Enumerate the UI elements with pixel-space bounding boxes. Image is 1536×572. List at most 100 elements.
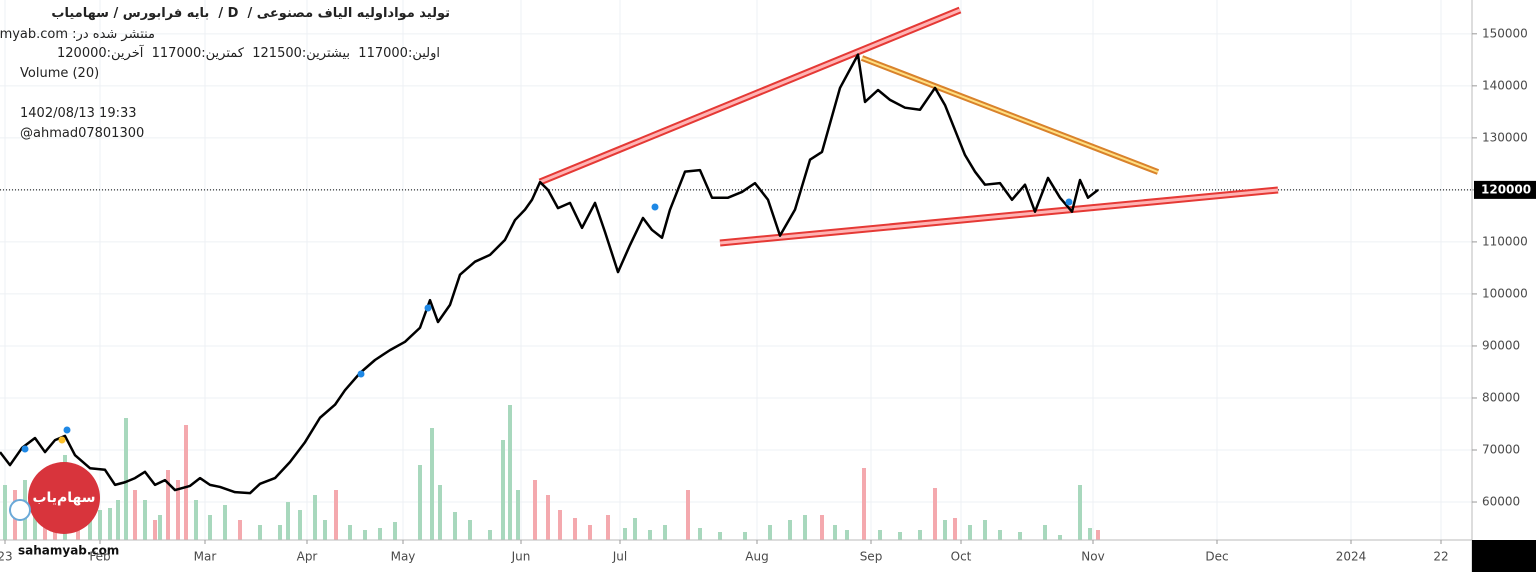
trendline xyxy=(538,6,1279,247)
y-tick-label: 110000 xyxy=(1482,234,1528,248)
volume-bar xyxy=(788,520,792,540)
volume-bar xyxy=(153,520,157,540)
volume-bar xyxy=(1078,485,1082,540)
x-tick-label: Oct xyxy=(951,550,972,564)
volume-bar xyxy=(943,520,947,540)
volume-bar xyxy=(430,428,434,540)
volume-bar xyxy=(258,525,262,540)
price-line xyxy=(0,53,1099,495)
y-tick-label: 60000 xyxy=(1482,495,1520,509)
volume-bar xyxy=(194,500,198,540)
x-tick-label: 23 xyxy=(0,550,13,564)
volume-bar xyxy=(862,468,866,540)
volume-bar xyxy=(686,490,690,540)
volume-bar xyxy=(208,515,212,540)
volume-bar xyxy=(158,515,162,540)
volume-bar xyxy=(983,520,987,540)
volume-bar xyxy=(166,470,170,540)
volume-bar xyxy=(606,515,610,540)
volume-bar xyxy=(348,525,352,540)
signal-dot xyxy=(21,198,1073,453)
x-tick-label: Jun xyxy=(511,550,531,564)
volume-bar xyxy=(313,495,317,540)
volume-bar xyxy=(124,418,128,540)
volume-bar xyxy=(286,502,290,540)
volume-bar xyxy=(1096,530,1100,540)
timestamp: 1402/08/13 19:33 xyxy=(20,106,137,121)
volume-bar xyxy=(393,522,397,540)
volume-bar xyxy=(533,480,537,540)
volume-bar xyxy=(488,530,492,540)
volume-bar xyxy=(108,508,112,540)
volume-bar xyxy=(176,480,180,540)
x-tick-label: 22 xyxy=(1433,550,1448,564)
volume-bar xyxy=(323,520,327,540)
y-tick-label: 150000 xyxy=(1482,26,1528,40)
volume-bar xyxy=(878,530,882,540)
volume-bar xyxy=(1058,535,1062,540)
volume-bar xyxy=(648,530,652,540)
volume-bar xyxy=(508,405,512,540)
volume-bar xyxy=(718,532,722,540)
volume-bar xyxy=(968,525,972,540)
volume-bar xyxy=(845,530,849,540)
corner xyxy=(1472,540,1536,572)
y-tick-label: 130000 xyxy=(1482,130,1528,144)
volume-bar xyxy=(501,440,505,540)
x-tick-label: Mar xyxy=(194,550,217,564)
logo xyxy=(28,462,100,534)
y-tick-label: 80000 xyxy=(1482,390,1520,404)
volume-bar xyxy=(453,512,457,540)
volume-bar xyxy=(98,510,102,540)
volume-bar xyxy=(516,490,520,540)
logo-text: سهام‌یاب xyxy=(32,490,95,506)
x-tick-label: Nov xyxy=(1081,550,1104,564)
user: @ahmad07801300 xyxy=(20,126,145,141)
y-tick-label: 100000 xyxy=(1482,286,1528,300)
volume-bar xyxy=(438,485,442,540)
x-tick-label: Dec xyxy=(1205,550,1228,564)
y-tick-label: 70000 xyxy=(1482,443,1520,457)
x-tick-label: Feb xyxy=(89,550,110,564)
volume-bar xyxy=(933,488,937,540)
title: تولید مواداولیه الیاف مصنوعی / D / بایه … xyxy=(51,6,450,21)
volume-bar xyxy=(833,525,837,540)
x-tick-label: Jul xyxy=(612,550,627,564)
published: منتشر شده در: sahamyab.com xyxy=(0,27,155,42)
volume-bar xyxy=(953,518,957,540)
volume-bar xyxy=(1018,532,1022,540)
last-price-box xyxy=(1474,180,1536,199)
volume-bar xyxy=(116,500,120,540)
volume-bar xyxy=(278,525,282,540)
x-tick-label: May xyxy=(391,550,416,564)
volume-bar xyxy=(363,530,367,540)
volume-bar xyxy=(623,528,627,540)
volume-bar xyxy=(698,528,702,540)
volume-bar xyxy=(1043,525,1047,540)
volume-bar xyxy=(663,525,667,540)
volume-label: Volume (20) xyxy=(20,66,100,81)
volume-bar xyxy=(820,515,824,540)
volume-bar xyxy=(334,490,338,540)
x-tick-label: 2024 xyxy=(1336,550,1367,564)
x-tick-label: Aug xyxy=(745,550,768,564)
y-tick-label: 140000 xyxy=(1482,78,1528,92)
x-tick-label: Apr xyxy=(297,550,318,564)
volume-bar xyxy=(573,518,577,540)
x-tick-label: Sep xyxy=(860,550,883,564)
y-tick-label: 90000 xyxy=(1482,338,1520,352)
volume-bar xyxy=(468,520,472,540)
watermark: sahamyab.com xyxy=(18,544,119,558)
volume-bar xyxy=(378,528,382,540)
volume-bar xyxy=(918,530,922,540)
volume-bar xyxy=(133,490,137,540)
volume-bar xyxy=(898,532,902,540)
volume-bar xyxy=(998,530,1002,540)
volume-bar xyxy=(743,532,747,540)
volume-bar xyxy=(546,495,550,540)
volume-bar xyxy=(143,500,147,540)
volume-bar xyxy=(3,485,7,540)
last-price-label: 120000 xyxy=(1481,182,1531,196)
